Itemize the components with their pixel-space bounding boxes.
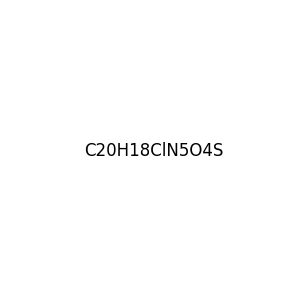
Text: C20H18ClN5O4S: C20H18ClN5O4S bbox=[84, 142, 224, 160]
